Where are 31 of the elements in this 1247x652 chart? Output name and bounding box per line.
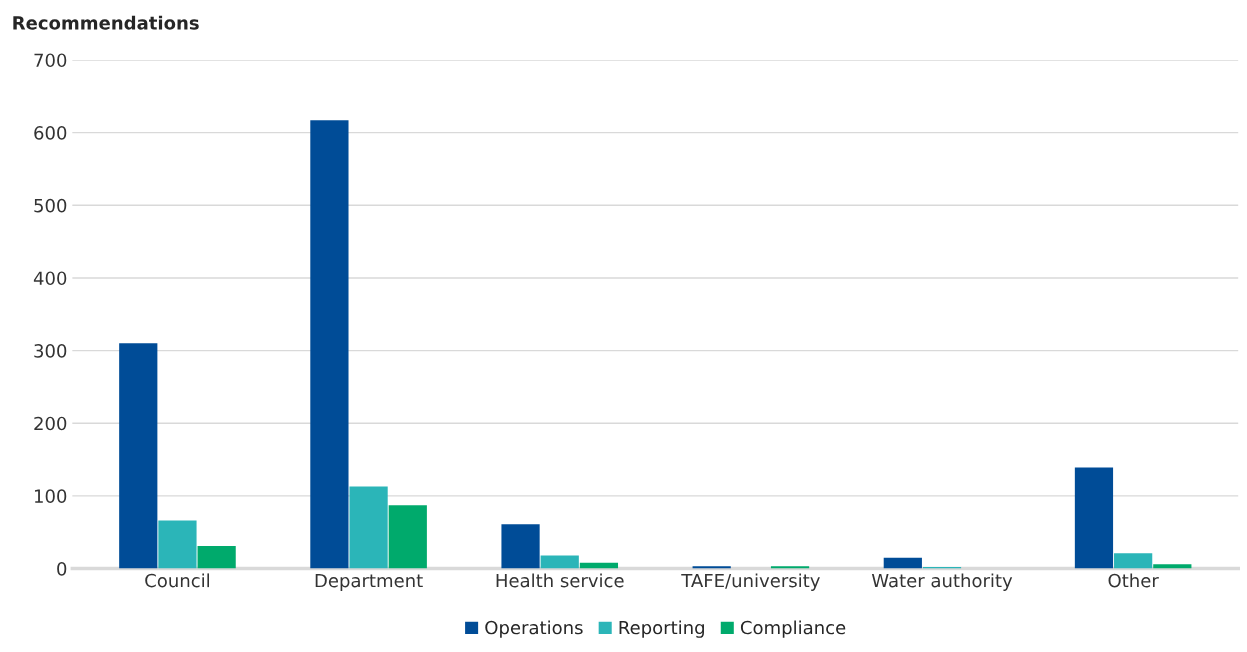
bar [158,520,197,569]
y-tick-label: 100 [34,489,67,504]
y-tick-label: 0 [57,562,67,576]
bar [119,343,158,569]
bar [501,524,540,569]
y-tick-label: 700 [34,53,67,68]
x-tick-label: Department [315,573,423,591]
legend-label: Compliance [740,620,846,638]
x-tick-label: Health service [496,573,624,588]
chart-title: Recommendations [13,15,199,30]
bar [1074,467,1114,569]
x-tick-label: Water authority [871,573,1013,591]
bar [692,566,731,569]
bar [1114,553,1153,569]
bar [197,546,236,569]
bar [540,555,579,569]
x-tick-label: Other [1108,573,1159,588]
bar [1153,564,1192,569]
y-tick-label: 600 [34,126,67,140]
x-tick-label: TAFE/university [681,573,820,591]
legend-label: Operations [485,620,583,638]
bar [349,486,388,569]
bar [388,505,427,569]
y-tick-label: 300 [34,344,67,358]
bar [310,120,349,569]
y-tick-label: 200 [34,416,67,431]
y-tick-label: 500 [34,198,67,213]
legend-label: Reporting [619,620,704,638]
bar [770,566,810,569]
x-tick-label: Council [145,573,210,588]
y-tick-label: 400 [33,271,67,286]
